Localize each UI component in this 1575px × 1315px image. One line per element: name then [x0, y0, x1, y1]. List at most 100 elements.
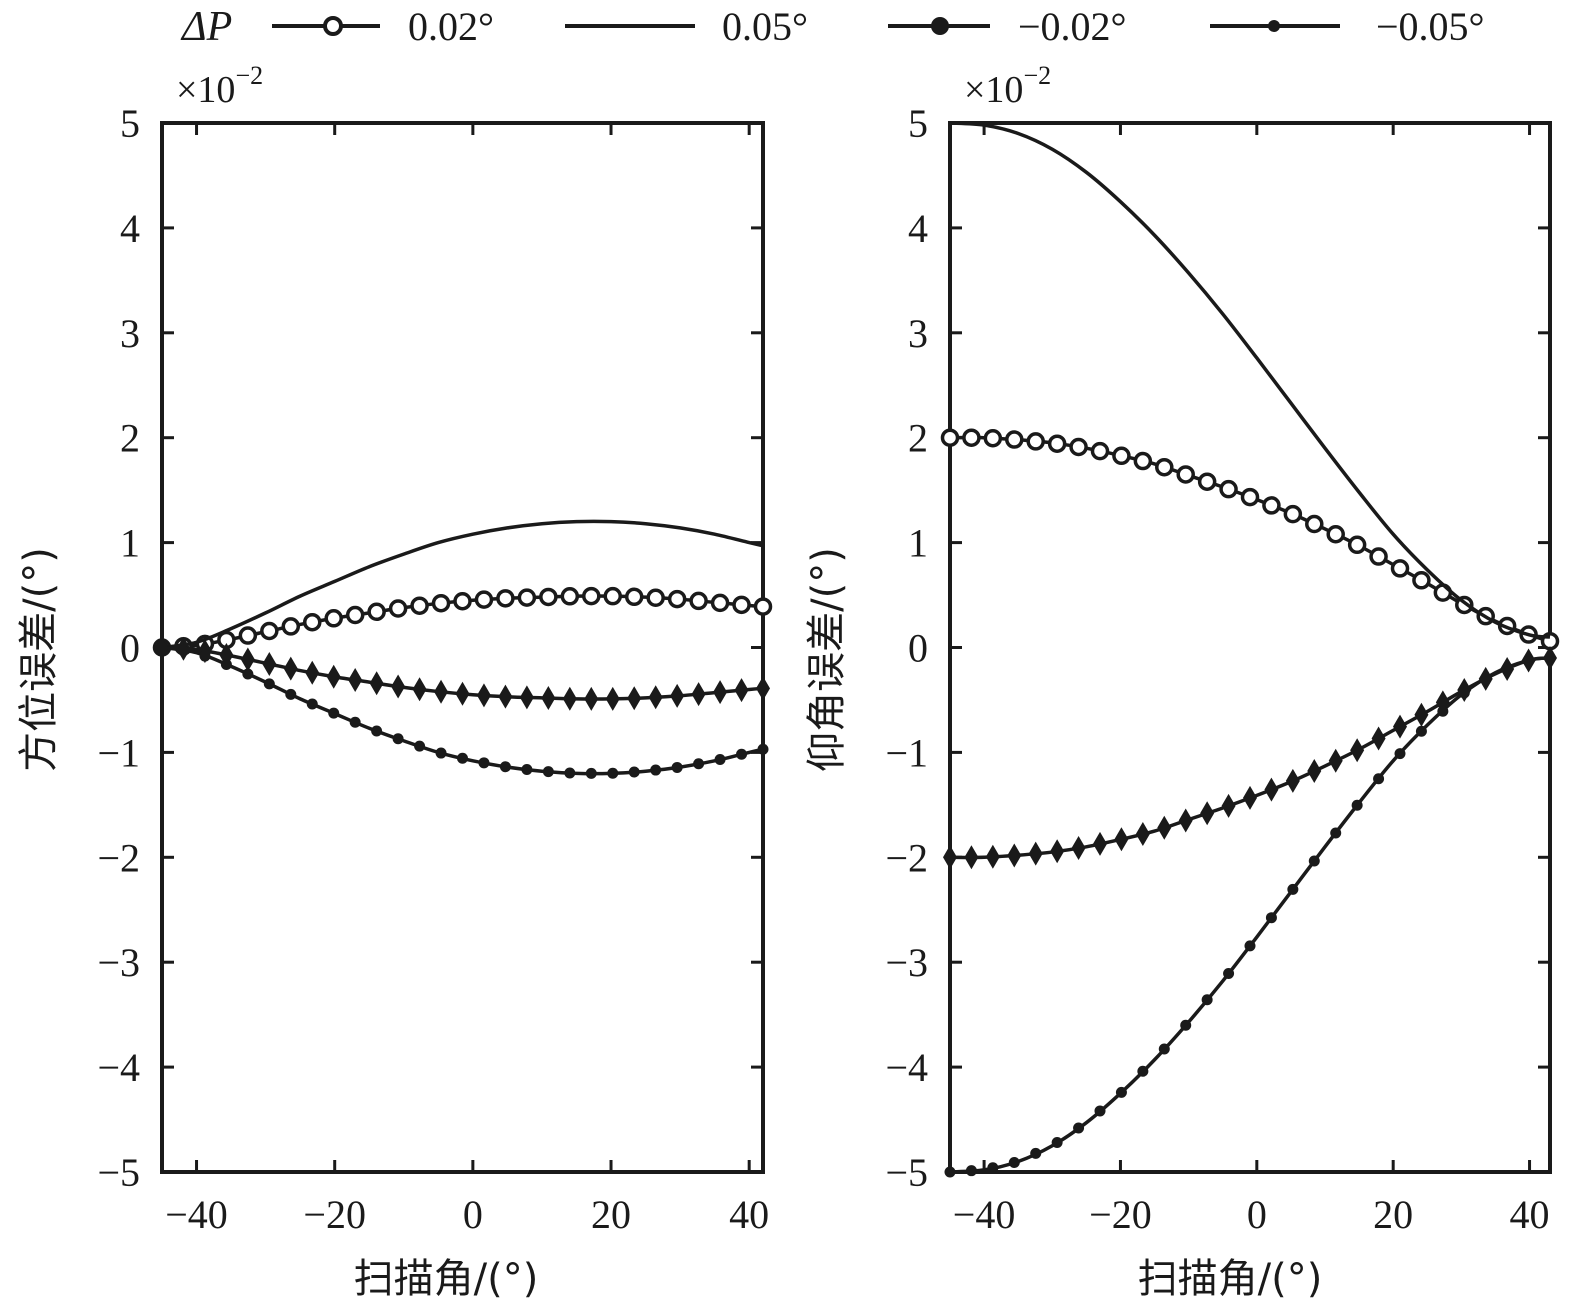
point-marker-dot [1437, 705, 1449, 717]
series-line [949, 121, 1551, 639]
point-marker-open-circle [474, 590, 494, 609]
point-marker-dot [349, 716, 361, 728]
point-marker-diamond [562, 686, 577, 711]
point-marker-diamond [1007, 843, 1022, 868]
legend-title: ΔP [180, 4, 232, 50]
point-marker-dot [1008, 1156, 1020, 1168]
y-tick-label: −5 [885, 1150, 928, 1195]
y-tick-label: 0 [120, 626, 140, 671]
y-tick-label: 1 [908, 521, 928, 566]
point-marker-open-circle [753, 597, 773, 616]
point-marker-open-circle [1390, 559, 1410, 578]
point-marker-dot [1308, 855, 1320, 867]
point-marker-dot [499, 761, 511, 773]
point-marker-diamond [476, 683, 491, 708]
point-marker-dot [1415, 725, 1427, 737]
axis-scale-factor: ×10−2 [964, 61, 1051, 111]
axis-scale-exponent: −2 [1023, 61, 1051, 90]
point-marker-diamond [348, 667, 363, 692]
point-marker-dot [1351, 799, 1363, 811]
point-marker-diamond [1285, 768, 1300, 793]
point-marker-dot [671, 761, 683, 773]
point-marker-diamond [1200, 801, 1215, 826]
point-marker-open-circle [281, 617, 301, 636]
point-marker-dot [1137, 1065, 1149, 1077]
point-marker-diamond [326, 664, 341, 689]
point-marker-dot [1394, 748, 1406, 760]
x-axis-title: 扫描角/(°) [1138, 1256, 1323, 1302]
plot-frame [948, 121, 1552, 1174]
point-marker-dot [435, 747, 447, 759]
point-marker-diamond [1114, 827, 1129, 852]
point-marker-open-circle [1283, 504, 1303, 524]
point-marker-open-circle [560, 587, 580, 606]
left-panel-azimuth-error: 5 4 3 2 1 0 −1 −2 −3 −4 −5 −40 −20 0 20 40 ×10−2 扫描角/(°) 方… [16, 61, 773, 1302]
point-marker-dot [1544, 652, 1556, 664]
point-marker-diamond [1221, 793, 1236, 818]
point-marker-dot [1330, 827, 1342, 839]
point-marker-diamond [605, 686, 620, 711]
point-marker-dot [714, 753, 726, 765]
point-marker-diamond [412, 677, 427, 702]
point-marker-open-circle [496, 589, 515, 608]
legend-marker-open-circle [323, 16, 343, 36]
point-marker-dot [392, 733, 404, 745]
point-marker-open-circle [1262, 496, 1281, 515]
legend-marker-small-dot [1268, 20, 1280, 32]
point-marker-open-circle [667, 589, 687, 609]
point-marker-open-circle [1412, 571, 1431, 590]
point-marker-open-circle [517, 588, 537, 607]
point-marker-dot [944, 1166, 956, 1178]
point-marker-diamond [1071, 836, 1086, 861]
point-marker-dot [585, 767, 597, 779]
axis-scale-exponent: −2 [235, 61, 263, 90]
point-marker-dot [650, 764, 662, 776]
point-marker-dot [757, 743, 769, 755]
point-marker-dot [736, 748, 748, 760]
y-tick-label: −5 [97, 1150, 140, 1195]
point-marker-open-circle [388, 599, 408, 618]
point-marker-dot [1030, 1147, 1042, 1159]
point-marker-diamond [943, 845, 957, 870]
point-marker-open-circle [1090, 441, 1110, 461]
x-tick-label: −20 [303, 1192, 366, 1237]
point-marker-open-circle [1305, 514, 1324, 534]
point-marker-dot [285, 688, 297, 700]
point-marker-dot [1158, 1043, 1170, 1055]
point-marker-dot [457, 752, 468, 764]
y-axis-title: 仰角误差/(°) [804, 547, 850, 772]
point-marker-open-circle [1026, 432, 1045, 451]
point-marker-diamond [1307, 758, 1322, 783]
point-marker-diamond [756, 676, 770, 701]
point-marker-open-circle [238, 626, 258, 645]
point-marker-open-circle [624, 587, 644, 607]
point-marker-diamond [1135, 821, 1150, 846]
y-tick-label: 5 [120, 101, 140, 146]
point-marker-diamond [627, 686, 642, 711]
point-marker-diamond [1350, 738, 1365, 763]
point-marker-diamond [519, 685, 534, 710]
x-axis-title: 扫描角/(°) [354, 1256, 539, 1302]
point-marker-open-circle [1369, 547, 1388, 566]
x-tick-label: 0 [463, 1192, 483, 1237]
point-marker-open-circle [1240, 487, 1260, 507]
point-marker-open-circle [453, 591, 472, 611]
point-marker-open-circle [1347, 535, 1367, 555]
point-marker-dot [1501, 662, 1513, 674]
point-marker-dot [607, 767, 619, 779]
point-marker-dot [478, 757, 490, 769]
point-marker-diamond [1371, 726, 1386, 751]
point-marker-diamond [648, 685, 663, 710]
point-marker-open-circle [940, 428, 960, 447]
y-tick-label: −4 [885, 1045, 928, 1090]
point-marker-open-circle [324, 609, 343, 628]
point-marker-dot [177, 645, 189, 657]
point-marker-diamond [262, 652, 277, 677]
point-marker-diamond [1243, 785, 1257, 810]
y-tick-label: 1 [120, 521, 140, 566]
point-marker-dot [1051, 1136, 1063, 1148]
point-marker-open-circle [710, 593, 730, 613]
x-tick-label: 40 [729, 1192, 769, 1237]
series-3 [156, 642, 769, 779]
point-marker-diamond [734, 678, 749, 703]
